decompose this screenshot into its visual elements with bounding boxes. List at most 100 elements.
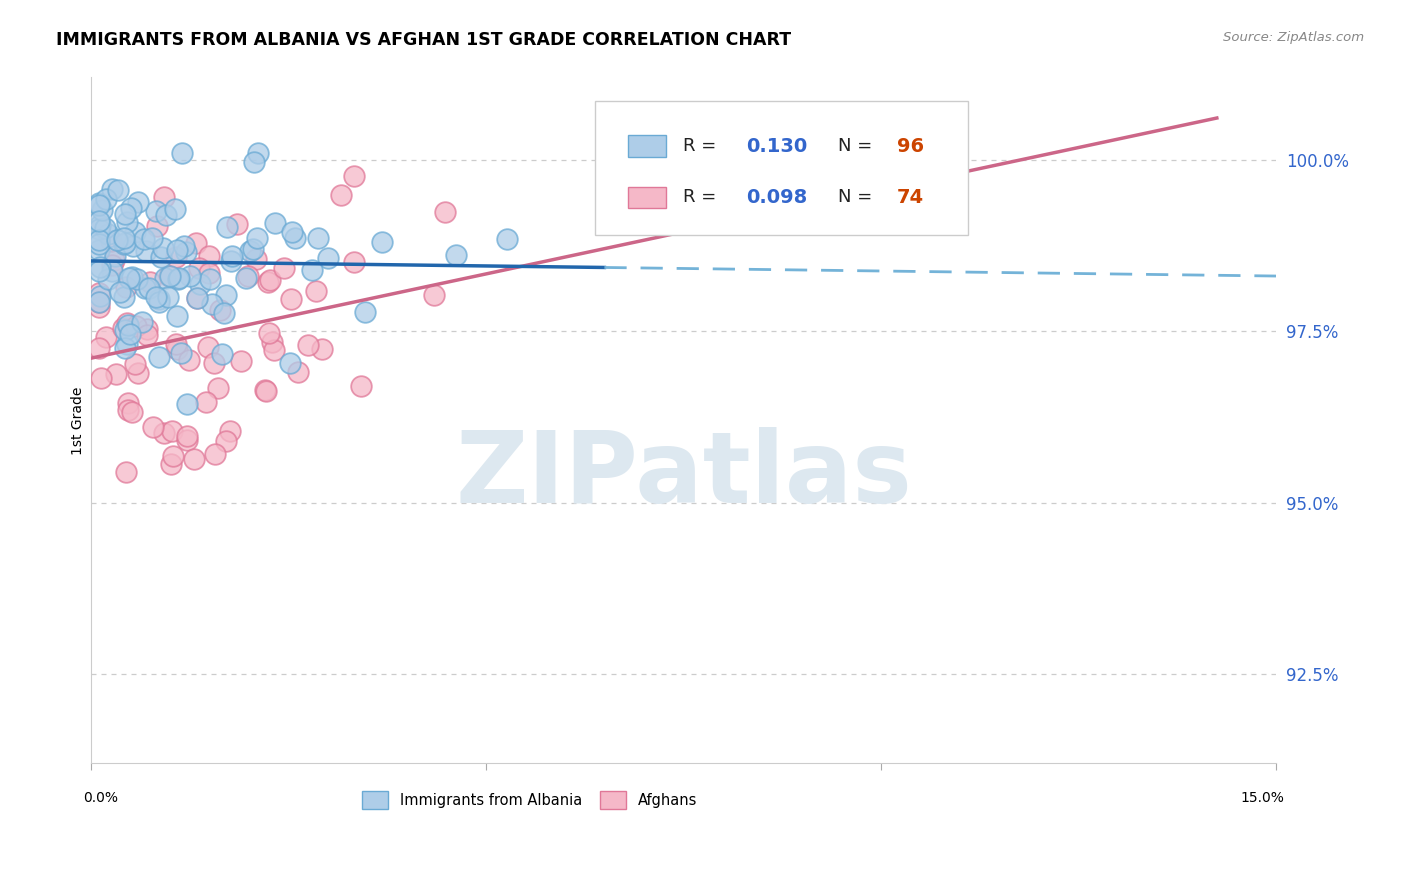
Point <box>316 251 339 265</box>
Point <box>94 220 117 235</box>
Point <box>89 289 111 303</box>
Point <box>170 145 193 160</box>
Point <box>219 253 242 268</box>
Point <box>114 341 136 355</box>
Point <box>91 202 114 217</box>
Point <box>125 318 148 333</box>
Point <box>329 188 352 202</box>
Point <box>229 354 252 368</box>
Point <box>139 275 162 289</box>
Point <box>87 264 110 278</box>
Point <box>259 272 281 286</box>
Point <box>287 365 309 379</box>
Point <box>124 225 146 239</box>
Point <box>87 295 110 310</box>
Point <box>179 269 201 284</box>
Point <box>170 346 193 360</box>
Point <box>89 218 111 232</box>
Point <box>136 322 159 336</box>
Text: 15.0%: 15.0% <box>1240 791 1284 805</box>
Point <box>87 233 110 247</box>
Point <box>166 342 188 356</box>
FancyBboxPatch shape <box>627 186 665 209</box>
Point <box>167 272 190 286</box>
Y-axis label: 1st Grade: 1st Grade <box>72 386 86 455</box>
Point <box>121 405 143 419</box>
Point <box>190 277 212 291</box>
Point <box>245 252 267 267</box>
Point <box>145 290 167 304</box>
Text: R =: R = <box>683 188 717 206</box>
Point <box>184 236 207 251</box>
Point <box>173 238 195 252</box>
Text: 96: 96 <box>897 136 924 155</box>
Legend: Immigrants from Albania, Afghans: Immigrants from Albania, Afghans <box>356 785 703 814</box>
Point <box>105 367 128 381</box>
Point <box>197 340 219 354</box>
Point <box>496 232 519 246</box>
Point <box>114 236 136 251</box>
Point <box>209 303 232 318</box>
Point <box>202 355 225 369</box>
Point <box>446 247 468 261</box>
Point <box>186 291 208 305</box>
Point <box>142 419 165 434</box>
Text: R =: R = <box>683 137 717 155</box>
Point <box>281 225 304 239</box>
Point <box>105 234 128 248</box>
Point <box>87 285 110 300</box>
Point <box>176 397 198 411</box>
Point <box>284 231 307 245</box>
Point <box>217 220 239 235</box>
Point <box>118 270 141 285</box>
Point <box>108 285 131 299</box>
Point <box>87 295 110 310</box>
Point <box>131 315 153 329</box>
Point <box>121 270 143 285</box>
Point <box>166 309 188 323</box>
Point <box>183 451 205 466</box>
Point <box>174 244 197 259</box>
Point <box>149 250 172 264</box>
Point <box>148 294 170 309</box>
Point <box>311 343 333 357</box>
Point <box>112 237 135 252</box>
Point <box>89 260 111 275</box>
Point <box>343 169 366 183</box>
Point <box>280 293 302 307</box>
Point <box>165 250 187 264</box>
Text: 0.098: 0.098 <box>747 188 807 207</box>
Point <box>104 249 127 263</box>
Point <box>87 214 110 228</box>
Point <box>120 201 142 215</box>
Point <box>101 182 124 196</box>
Point <box>264 216 287 230</box>
Point <box>114 207 136 221</box>
Point <box>115 215 138 229</box>
Point <box>247 145 270 160</box>
Point <box>94 330 117 344</box>
Point <box>162 424 184 438</box>
Point <box>135 244 157 258</box>
FancyBboxPatch shape <box>595 102 967 235</box>
Point <box>211 347 233 361</box>
Text: N =: N = <box>838 137 872 155</box>
Point <box>90 371 112 385</box>
Point <box>187 260 209 275</box>
Point <box>176 434 198 448</box>
Point <box>112 231 135 245</box>
Point <box>127 366 149 380</box>
Point <box>100 263 122 277</box>
Point <box>134 280 156 294</box>
Point <box>87 341 110 355</box>
Point <box>115 465 138 479</box>
Point <box>246 231 269 245</box>
Point <box>112 290 135 304</box>
Text: Source: ZipAtlas.com: Source: ZipAtlas.com <box>1223 31 1364 45</box>
Point <box>96 192 118 206</box>
Point <box>350 379 373 393</box>
FancyBboxPatch shape <box>627 135 665 157</box>
Point <box>152 190 174 204</box>
Point <box>307 231 329 245</box>
Point <box>254 384 277 398</box>
